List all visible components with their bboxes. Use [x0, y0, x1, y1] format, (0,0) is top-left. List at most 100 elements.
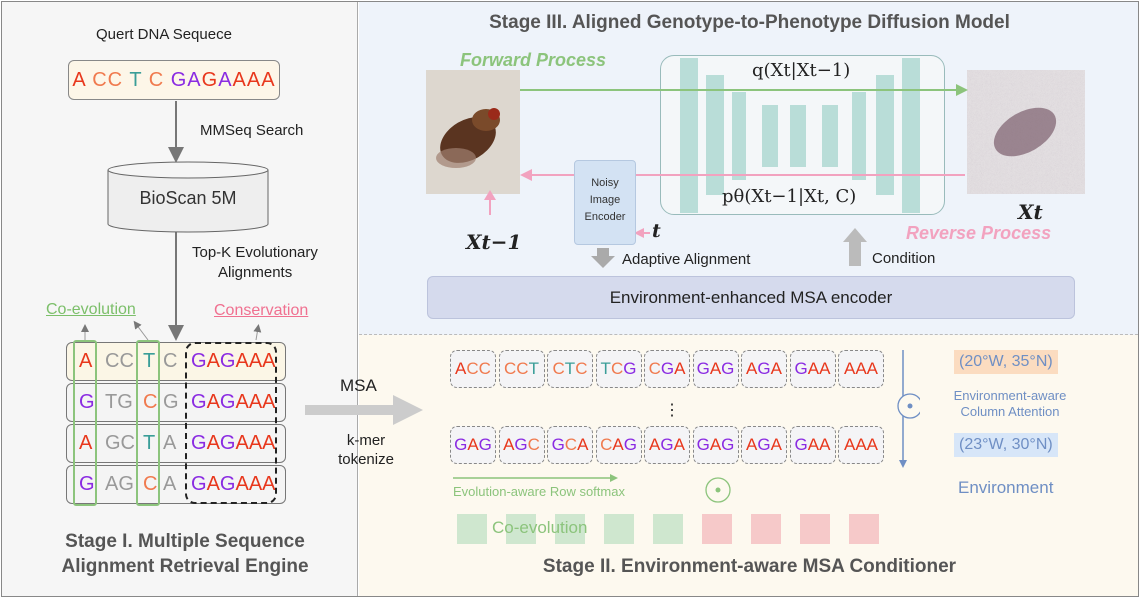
nucleotide: T	[600, 359, 611, 378]
kmer-token: GAG	[692, 426, 739, 464]
kmer-token: AGA	[644, 426, 690, 464]
nucleotide: A	[674, 359, 686, 378]
conservation-box	[185, 342, 277, 504]
nucleotide: A	[819, 435, 831, 454]
adaptive-alignment-label: Adaptive Alignment	[622, 251, 751, 268]
kmer-token: AGA	[741, 350, 787, 388]
nucleotide: G	[757, 359, 771, 378]
attention-square	[457, 514, 487, 544]
kmer-token: CAG	[595, 426, 642, 464]
unet-layer	[822, 105, 838, 167]
nucleotide: C	[142, 69, 165, 91]
kmer-token: ACC	[450, 350, 496, 388]
msa-residue: A	[163, 473, 177, 495]
coevolution-column-2	[136, 340, 160, 506]
nucleotide: A	[72, 69, 86, 91]
nucleotide: G	[219, 432, 236, 454]
ellipsis: ⋮	[664, 402, 680, 419]
nucleotide: A	[248, 391, 263, 413]
nucleotide: G	[660, 435, 674, 454]
nucleotide: T	[564, 359, 576, 378]
nucleotide: G	[721, 435, 735, 454]
kmer-token: GAA	[789, 350, 836, 388]
msa-residue: GC	[105, 432, 135, 454]
nucleotide: A	[262, 350, 276, 372]
msa-row: A GC T A GAGAAA	[66, 424, 286, 463]
coevolution-column-1	[73, 340, 97, 506]
nucleotide: G	[191, 391, 207, 413]
column-attention-label-2: Column Attention	[960, 404, 1060, 419]
msa-residue: G	[79, 473, 95, 495]
nucleotide: C	[516, 359, 529, 378]
environment-label: Environment	[958, 478, 1054, 497]
attention-square	[653, 514, 683, 544]
nucleotide: A	[235, 350, 249, 372]
nucleotide: G	[219, 473, 236, 495]
reverse-process-label: Reverse Process	[906, 223, 1052, 243]
nucleotide: A	[235, 391, 249, 413]
nucleotide: G	[794, 435, 808, 454]
nucleotide: A	[746, 359, 758, 378]
nucleotide: A	[770, 435, 782, 454]
nucleotide: G	[660, 359, 675, 378]
nucleotide: G	[623, 435, 637, 454]
nucleotide: G	[201, 69, 219, 91]
nucleotide: T	[123, 69, 143, 91]
forward-process-label: Forward Process	[460, 50, 607, 70]
kmer-token: CTC	[547, 350, 593, 388]
nucleotide: C	[575, 359, 588, 378]
unet-layer	[706, 75, 724, 195]
x-prev-label: Xt−1	[466, 230, 522, 254]
encoder-label-3: Encoder	[584, 211, 626, 223]
msa-residue: A	[79, 350, 93, 372]
nucleotide: A	[843, 359, 856, 378]
nucleotide: C	[527, 435, 540, 454]
x-t-label: Xt	[1018, 200, 1043, 224]
nucleotide: G	[191, 473, 207, 495]
nucleotide: A	[248, 432, 263, 454]
conservation-label: Conservation	[214, 302, 309, 319]
condition-label: Condition	[872, 250, 936, 267]
msa-residue: TG	[105, 391, 133, 413]
coevolution-square-label: Co-evolution	[492, 518, 588, 537]
nucleotide: G	[219, 350, 236, 372]
forward-equation: q(Xt|Xt−1)	[752, 60, 851, 81]
nucleotide: G	[794, 359, 808, 378]
unet-layer	[852, 92, 866, 180]
attention-square	[555, 514, 585, 544]
env-coordinate-1: (20°W, 35°N)	[954, 350, 1058, 374]
kmer-token: GCA	[547, 426, 593, 464]
msa-residue: AG	[105, 473, 134, 495]
nucleotide: A	[262, 391, 276, 413]
nucleotide: A	[709, 359, 722, 378]
nucleotide: C	[552, 359, 565, 378]
nucleotide: G	[696, 435, 710, 454]
noisy-insect-image	[967, 70, 1085, 194]
kmer-token: GAG	[692, 350, 739, 388]
row-softmax-label: Evolution-aware Row softmax	[453, 484, 625, 499]
conserved-region: GAGAAA	[191, 466, 276, 502]
tokenize-label-2: tokenize	[338, 451, 394, 468]
kmer-token: GAG	[450, 426, 496, 464]
nucleotide: A	[866, 359, 879, 378]
msa-residue: A	[79, 432, 93, 454]
attention-square	[604, 514, 634, 544]
msa-row: A CC T C GAGAAA	[66, 342, 286, 381]
msa-label: MSA	[340, 376, 377, 395]
nucleotide: A	[746, 435, 758, 454]
nucleotide: GA	[164, 69, 202, 91]
topk-label-1: Top-K Evolutionary	[192, 244, 318, 261]
query-sequence: A CC T C GAGAAAA	[68, 60, 280, 100]
unet-layer	[762, 105, 778, 167]
nucleotide: G	[721, 359, 735, 378]
stage2-title: Stage II. Environment-aware MSA Conditio…	[542, 556, 957, 577]
kmer-token: AAA	[838, 350, 884, 388]
nucleotide: C	[478, 359, 491, 378]
msa-row: G AG C A GAGAAA	[66, 465, 286, 504]
unet-layer	[790, 105, 806, 167]
attention-square	[849, 514, 879, 544]
nucleotide: G	[478, 435, 492, 454]
nucleotide: C	[600, 435, 613, 454]
nucleotide: G	[757, 435, 771, 454]
